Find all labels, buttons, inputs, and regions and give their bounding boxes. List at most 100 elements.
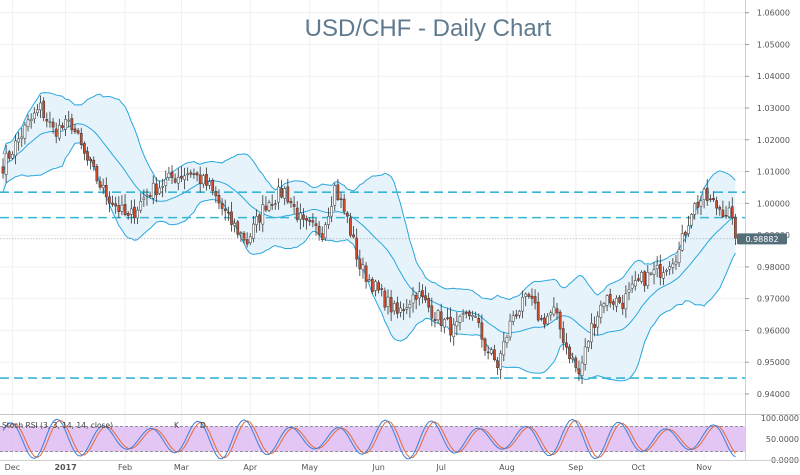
candle-body (546, 315, 549, 325)
candle-body (258, 214, 262, 223)
candle (327, 207, 330, 229)
candle (646, 264, 650, 289)
candle (20, 127, 24, 147)
candle-body (417, 291, 421, 299)
candle (377, 280, 380, 294)
candle-body (248, 236, 252, 243)
candle (51, 118, 55, 134)
candle-body (198, 174, 202, 184)
candle (702, 187, 706, 209)
candle (693, 202, 697, 220)
candle-body (76, 130, 80, 134)
candle (189, 169, 193, 178)
candle-body (405, 307, 409, 310)
candle-body (687, 225, 690, 235)
candle-body (427, 298, 431, 308)
candle (424, 286, 427, 303)
candle-body (4, 153, 8, 175)
candle (42, 97, 46, 122)
candle (7, 150, 11, 162)
candle (593, 316, 596, 337)
candle (699, 195, 703, 216)
candle (652, 262, 656, 285)
candle-body (342, 198, 346, 212)
price-tick-label: 0.97000 (757, 295, 790, 304)
candle-body (51, 121, 55, 128)
candle-body (283, 188, 287, 199)
candle (195, 171, 199, 182)
candle (383, 287, 387, 311)
candle-body (615, 297, 618, 307)
candle-body (114, 203, 118, 207)
candle-body (367, 279, 371, 282)
candle (45, 112, 49, 128)
oscillator-tick-label: 50.0000 (766, 435, 799, 444)
candle (239, 231, 243, 242)
candle-body (612, 301, 615, 305)
candle (111, 195, 114, 207)
candle-body (126, 213, 130, 216)
candle-body (605, 295, 609, 306)
candle-body (493, 349, 496, 360)
candle-body (477, 318, 481, 323)
candle-body (67, 119, 71, 122)
candle-body (658, 264, 662, 278)
candle-body (430, 305, 434, 319)
candle (399, 301, 402, 318)
time-tick-label: Jul (435, 463, 446, 472)
candle-body (586, 341, 590, 348)
candle (330, 196, 333, 223)
bollinger-bands (2, 92, 736, 382)
candle-body (145, 194, 149, 197)
candle-body (345, 212, 349, 217)
candle (4, 145, 8, 184)
candle-body (70, 118, 74, 131)
candle-body (730, 206, 734, 219)
candle-body (724, 215, 728, 217)
candle (136, 206, 139, 225)
candle (236, 220, 240, 239)
candle-body (333, 185, 337, 206)
oscillator-legend-k: K (174, 421, 180, 430)
candle (352, 226, 355, 239)
candle-body (54, 128, 58, 137)
candle-body (383, 290, 387, 308)
candle-body (718, 207, 722, 210)
candle-body (92, 159, 96, 167)
candle-body (705, 187, 709, 201)
candle-body (436, 310, 440, 321)
candle-body (23, 124, 27, 139)
candle (201, 173, 205, 188)
price-tick-label: 1.01000 (757, 168, 790, 177)
candle (170, 165, 174, 184)
candle (618, 295, 621, 304)
candle-body (483, 338, 487, 351)
candle-body (555, 308, 559, 314)
candle (577, 360, 581, 381)
candle-body (151, 183, 155, 199)
candle-body (514, 314, 518, 317)
candle (148, 191, 152, 199)
candle (104, 177, 108, 206)
candle (709, 194, 712, 203)
candle (211, 178, 215, 196)
time-axis[interactable]: Dec 2017 Feb Mar Apr May Jun Jul Aug Sep Oct Nov (0, 460, 800, 473)
candle (655, 256, 659, 278)
candle (565, 333, 568, 355)
candle-body (220, 203, 224, 209)
candle (727, 201, 731, 219)
time-tick-label: Sep (568, 463, 583, 472)
oscillator-band (0, 426, 745, 452)
oscillator-legend-d: D (200, 421, 206, 430)
candle-body (61, 125, 64, 128)
candle-body (680, 233, 684, 251)
candle (14, 134, 17, 165)
candle (508, 313, 512, 341)
candle (386, 289, 390, 315)
candle (380, 284, 384, 297)
candle (32, 107, 36, 124)
candle (649, 271, 653, 276)
candle-body (111, 202, 114, 205)
candle-body (148, 195, 152, 197)
